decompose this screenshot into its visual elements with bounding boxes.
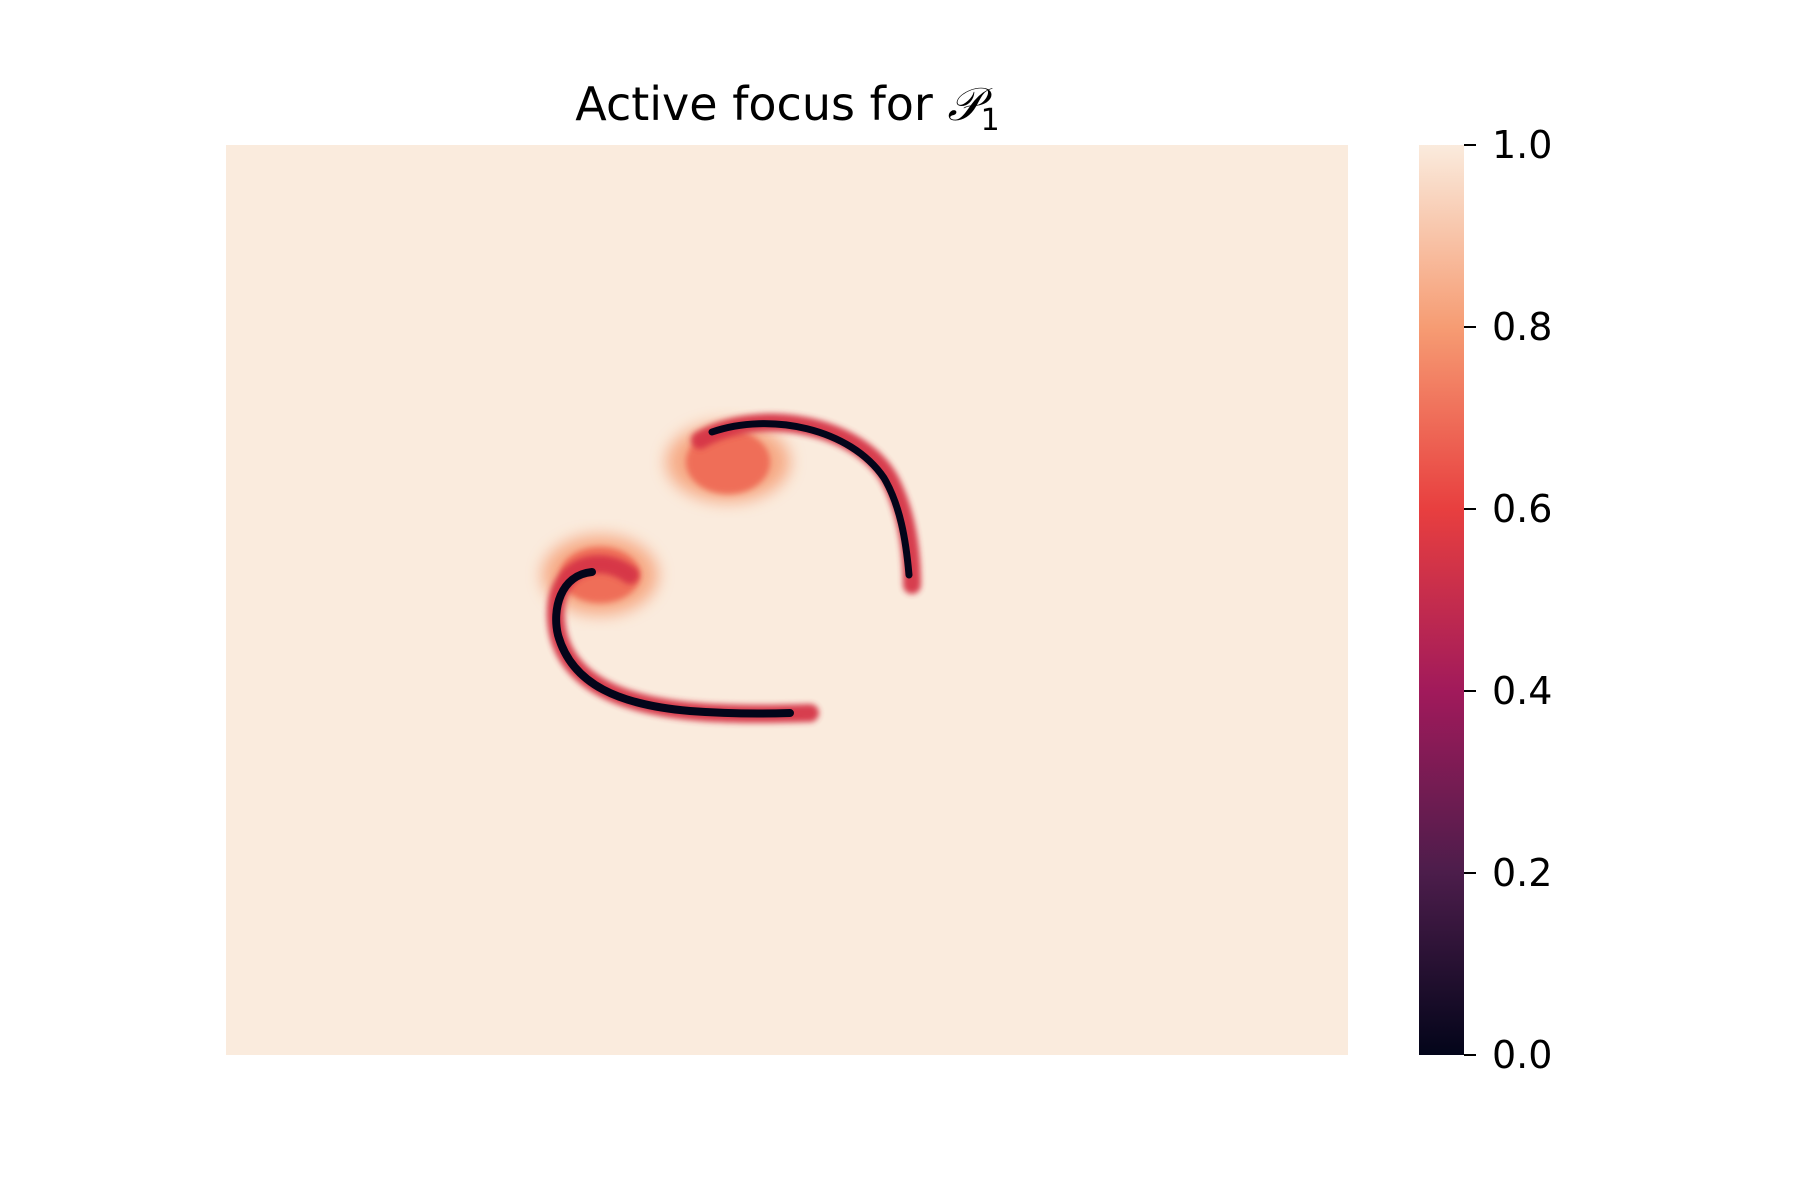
chart-title: Active focus for 𝒫1 <box>0 76 1575 136</box>
colorbar-tick-label: 0.8 <box>1492 305 1552 349</box>
lower-arc-core <box>552 568 794 718</box>
colorbar-tick-label: 0.4 <box>1492 669 1552 713</box>
colorbar: 0.0 0.2 0.4 0.6 0.8 1.0 <box>1419 123 1552 1077</box>
chart-title-subscript: 1 <box>980 103 1000 139</box>
lower-arc-feature <box>542 535 819 723</box>
chart-title-symbol: 𝒫 <box>947 77 981 131</box>
chart-title-prefix: Active focus for <box>575 77 948 131</box>
colorbar-tick-label: 0.0 <box>1492 1033 1552 1077</box>
colorbar-tick-label: 0.2 <box>1492 851 1552 895</box>
colorbar-tick-label: 0.6 <box>1492 487 1552 531</box>
heatmap-background <box>226 145 1348 1055</box>
colorbar-tick-label: 1.0 <box>1492 123 1552 167</box>
upper-arc-feature <box>666 413 921 594</box>
colorbar-gradient-bar <box>1419 145 1464 1055</box>
upper-arc-core <box>708 420 913 579</box>
colorbar-ticks: 0.0 0.2 0.4 0.6 0.8 1.0 <box>1464 123 1552 1077</box>
